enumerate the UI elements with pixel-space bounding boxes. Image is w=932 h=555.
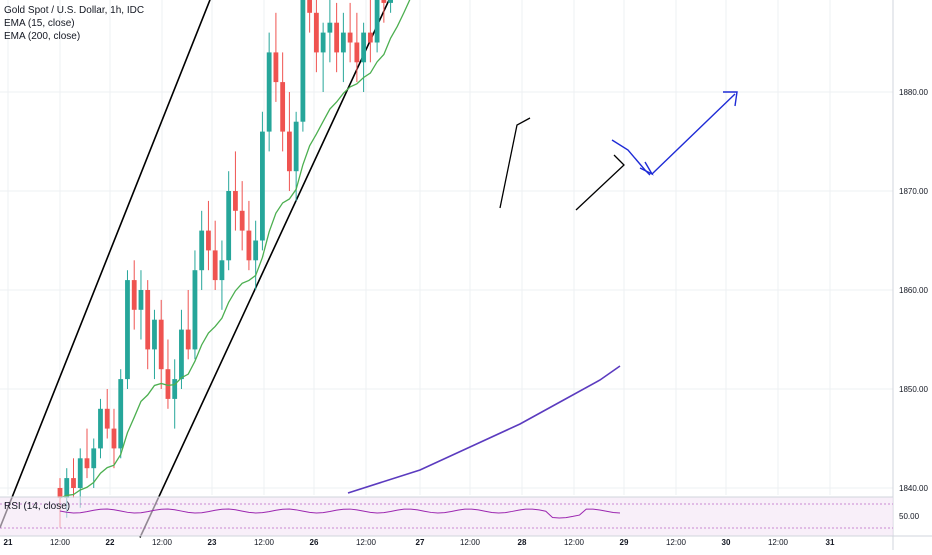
candle-body-24 [219, 260, 225, 281]
candle-body-10 [125, 280, 130, 380]
candle-body-41 [334, 22, 340, 53]
candle-body-43 [347, 32, 353, 43]
candle-body-49 [388, 0, 394, 3]
candle-body-29 [253, 240, 259, 261]
candle-body-36 [300, 0, 306, 122]
candle-body-39 [320, 32, 326, 53]
price-axis [893, 0, 932, 550]
candle-body-3 [77, 458, 83, 488]
candle-body-13 [145, 290, 151, 350]
legend-ema15: EMA (15, close) [4, 18, 75, 29]
x-tick-13: 12:00 [666, 538, 687, 547]
x-tick-4: 23 [208, 538, 217, 547]
x-tick-7: 12:00 [356, 538, 377, 547]
channel-upper [0, 0, 211, 528]
candle-body-16 [165, 369, 171, 399]
x-tick-1: 12:00 [50, 538, 71, 547]
legend-ema200: EMA (200, close) [4, 31, 81, 42]
candle-body-1 [64, 478, 70, 498]
candle-body-34 [286, 131, 292, 172]
candle-body-19 [185, 329, 191, 350]
y-tick-2: 1860.00 [899, 286, 928, 295]
candle-body-11 [131, 280, 137, 310]
x-tick-15: 12:00 [768, 538, 789, 547]
x-tick-10: 28 [518, 538, 527, 547]
candle-body-31 [266, 52, 272, 132]
candle-body-17 [172, 379, 178, 399]
candle-body-30 [260, 131, 265, 241]
x-tick-14: 30 [722, 538, 731, 547]
candle-body-32 [273, 52, 279, 83]
candle-body-28 [246, 230, 252, 261]
x-tick-16: 31 [826, 538, 835, 547]
x-tick-0: 21 [4, 538, 13, 547]
candle-body-2 [71, 478, 76, 488]
candle-body-42 [340, 32, 346, 53]
candle-body-35 [293, 121, 299, 172]
rsi-band [0, 497, 893, 536]
candle-body-6 [98, 408, 103, 449]
x-tick-5: 12:00 [254, 538, 275, 547]
ema15-line [59, 0, 411, 499]
candle-body-27 [239, 210, 245, 231]
candle-body-9 [118, 379, 124, 449]
rsi-axis-label: 50.00 [899, 512, 920, 521]
candle-body-46 [367, 32, 373, 43]
candle-body-48 [381, 0, 387, 3]
candle-body-40 [327, 22, 333, 33]
y-tick-4: 1880.00 [899, 88, 928, 97]
candle-body-33 [280, 82, 286, 132]
chart-title: Gold Spot / U.S. Dollar, 1h, IDC [4, 5, 145, 16]
recent-lines [575, 154, 625, 211]
arrow-up-head [723, 91, 738, 107]
y-tick-0: 1840.00 [899, 484, 928, 493]
candle-body-7 [104, 408, 110, 429]
candle-body-0 [57, 488, 63, 498]
x-tick-3: 12:00 [152, 538, 173, 547]
y-tick-1: 1850.00 [899, 385, 928, 394]
candle-body-45 [361, 32, 367, 63]
legend: Gold Spot / U.S. Dollar, 1h, IDC EMA (15… [4, 4, 144, 43]
candle-body-12 [138, 290, 144, 310]
x-tick-8: 27 [416, 538, 425, 547]
candle-body-15 [158, 319, 164, 370]
candle-body-25 [226, 191, 232, 261]
candle-body-38 [313, 12, 319, 53]
candle-body-8 [111, 428, 117, 449]
candle-body-44 [354, 42, 360, 63]
rsi-line [59, 508, 621, 519]
rsi-label: RSI (14, close) [4, 501, 71, 512]
ema200-line [347, 365, 621, 494]
x-tick-2: 22 [106, 538, 115, 547]
candle-body-18 [179, 329, 184, 380]
arrow-down-head [639, 161, 654, 176]
x-tick-9: 12:00 [460, 538, 481, 547]
x-tick-12: 29 [620, 538, 629, 547]
candle-body-5 [91, 448, 97, 469]
channel-lower [139, 0, 390, 538]
peak-lines [499, 117, 531, 209]
candle-body-20 [192, 270, 198, 350]
y-tick-3: 1870.00 [899, 187, 928, 196]
candle-body-21 [199, 230, 205, 271]
candle-body-22 [206, 230, 211, 251]
x-tick-6: 26 [310, 538, 319, 547]
candle-body-47 [374, 0, 380, 43]
candle-body-26 [233, 191, 238, 211]
arrow-up [651, 93, 736, 175]
candle-body-4 [84, 458, 90, 469]
x-tick-11: 12:00 [564, 538, 585, 547]
candle-body-23 [212, 250, 218, 281]
candle-body-14 [152, 319, 157, 350]
candle-body-37 [307, 0, 313, 13]
